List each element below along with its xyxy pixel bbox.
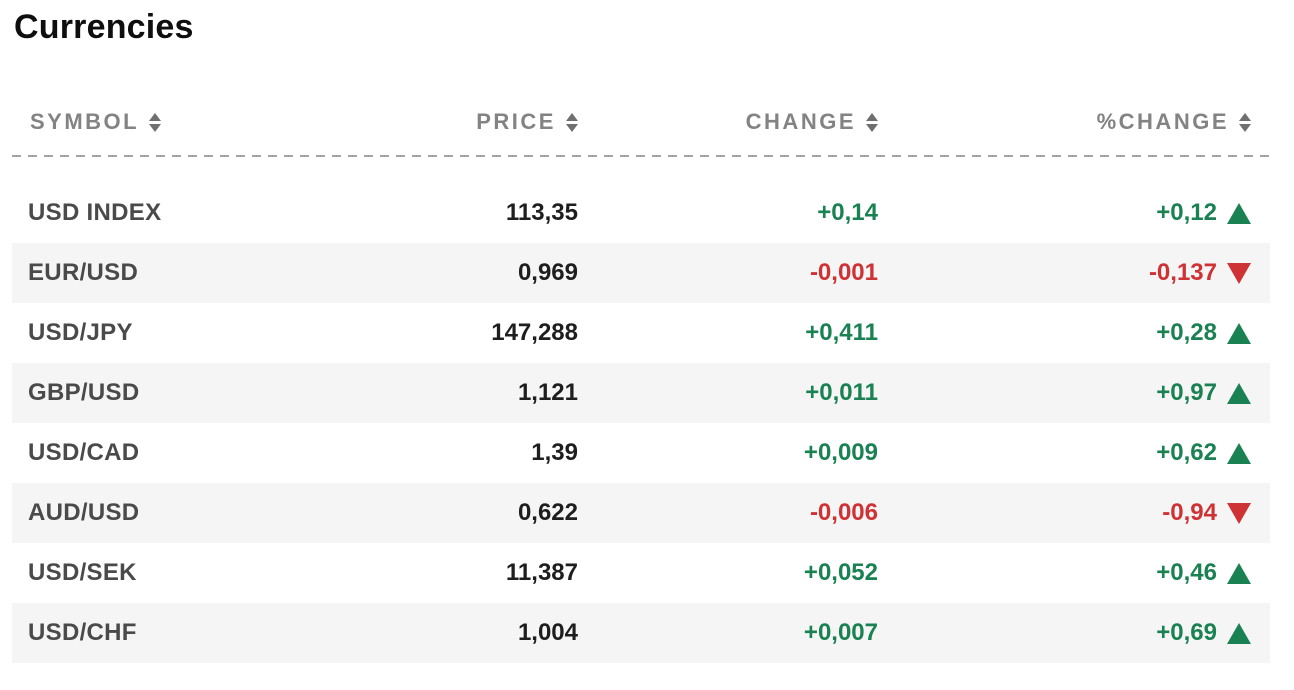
symbol-cell[interactable]: AUD/USD (28, 499, 140, 526)
sort-up-arrow-icon (566, 112, 578, 121)
sort-down-arrow-icon (1239, 123, 1251, 132)
trend-down-icon (1227, 262, 1251, 284)
sort-up-arrow-icon (866, 112, 878, 121)
sort-up-arrow-icon (1239, 112, 1251, 121)
pct-change-cell: +0,12 (878, 199, 1270, 227)
currencies-table: SYMBOL PRICE CHANGE (12, 105, 1270, 663)
price-cell: 11,387 (505, 559, 578, 586)
pct-change-value: +0,12 (1156, 199, 1217, 226)
symbol-cell[interactable]: GBP/USD (28, 379, 140, 406)
trend-up-icon (1227, 382, 1251, 404)
change-cell: -0,001 (809, 259, 878, 286)
change-cell: +0,14 (817, 199, 878, 226)
currencies-widget: Currencies SYMBOL PRICE CHANGE (0, 8, 1294, 690)
symbol-cell[interactable]: USD INDEX (28, 199, 162, 226)
page-title: Currencies (14, 8, 194, 46)
pct-change-cell: +0,62 (878, 439, 1270, 467)
table-body: USD INDEX 113,35 +0,14 +0,12 EUR/USD 0,9… (12, 183, 1270, 663)
pct-change-value: +0,69 (1156, 619, 1217, 646)
sort-icon[interactable] (149, 112, 162, 132)
sort-icon[interactable] (1239, 112, 1251, 132)
pct-change-value: -0,94 (1162, 499, 1217, 526)
change-cell: -0,006 (809, 499, 878, 526)
trend-up-icon (1227, 562, 1251, 584)
pct-change-cell: +0,46 (878, 559, 1270, 587)
trend-down-icon (1227, 502, 1251, 524)
price-cell: 0,622 (517, 499, 578, 526)
trend-up-icon (1227, 622, 1251, 644)
column-header-price-label: PRICE (476, 109, 556, 134)
pct-change-cell: +0,28 (878, 319, 1270, 347)
table-row[interactable]: USD/CHF 1,004 +0,007 +0,69 (12, 603, 1270, 663)
sort-down-arrow-icon (866, 123, 878, 132)
sort-down-arrow-icon (149, 123, 162, 132)
table-header-row: SYMBOL PRICE CHANGE (12, 105, 1270, 139)
table-row[interactable]: USD/SEK 11,387 +0,052 +0,46 (12, 543, 1270, 603)
pct-change-cell: +0,69 (878, 619, 1270, 647)
pct-change-value: -0,137 (1148, 259, 1217, 286)
table-row[interactable]: USD/CAD 1,39 +0,009 +0,62 (12, 423, 1270, 483)
price-cell: 1,004 (517, 619, 578, 646)
symbol-cell[interactable]: USD/CHF (28, 619, 137, 646)
symbol-cell[interactable]: USD/CAD (28, 439, 140, 466)
column-header-price[interactable]: PRICE (380, 109, 578, 135)
pct-change-cell: -0,137 (878, 259, 1270, 287)
pct-change-value: +0,46 (1156, 559, 1217, 586)
change-cell: +0,411 (805, 319, 878, 346)
column-header-pct-change-label: %CHANGE (1096, 109, 1229, 134)
table-row[interactable]: GBP/USD 1,121 +0,011 +0,97 (12, 363, 1270, 423)
change-cell: +0,052 (803, 559, 878, 586)
price-cell: 147,288 (491, 319, 578, 346)
sort-up-arrow-icon (149, 112, 162, 121)
trend-up-icon (1227, 322, 1251, 344)
pct-change-cell: +0,97 (878, 379, 1270, 407)
price-cell: 113,35 (505, 199, 578, 226)
sort-down-arrow-icon (566, 123, 578, 132)
change-cell: +0,009 (803, 439, 878, 466)
column-header-symbol-label: SYMBOL (30, 109, 140, 134)
column-header-change[interactable]: CHANGE (578, 109, 878, 135)
table-row[interactable]: USD/JPY 147,288 +0,411 +0,28 (12, 303, 1270, 363)
column-header-pct-change[interactable]: %CHANGE (878, 109, 1270, 135)
sort-icon[interactable] (566, 112, 578, 132)
table-row[interactable]: AUD/USD 0,622 -0,006 -0,94 (12, 483, 1270, 543)
change-cell: +0,007 (803, 619, 878, 646)
price-cell: 0,969 (517, 259, 578, 286)
dashed-divider (12, 155, 1270, 157)
pct-change-value: +0,97 (1156, 379, 1217, 406)
symbol-cell[interactable]: EUR/USD (28, 259, 139, 286)
price-cell: 1,39 (531, 439, 578, 466)
trend-up-icon (1227, 202, 1251, 224)
table-row[interactable]: USD INDEX 113,35 +0,14 +0,12 (12, 183, 1270, 243)
table-row[interactable]: EUR/USD 0,969 -0,001 -0,137 (12, 243, 1270, 303)
price-cell: 1,121 (517, 379, 578, 406)
pct-change-value: +0,28 (1156, 319, 1217, 346)
change-cell: +0,011 (805, 379, 878, 406)
sort-icon[interactable] (866, 112, 878, 132)
column-header-change-label: CHANGE (745, 109, 856, 134)
symbol-cell[interactable]: USD/SEK (28, 559, 137, 586)
pct-change-cell: -0,94 (878, 499, 1270, 527)
pct-change-value: +0,62 (1156, 439, 1217, 466)
symbol-cell[interactable]: USD/JPY (28, 319, 133, 346)
column-header-symbol[interactable]: SYMBOL (12, 109, 380, 135)
trend-up-icon (1227, 442, 1251, 464)
